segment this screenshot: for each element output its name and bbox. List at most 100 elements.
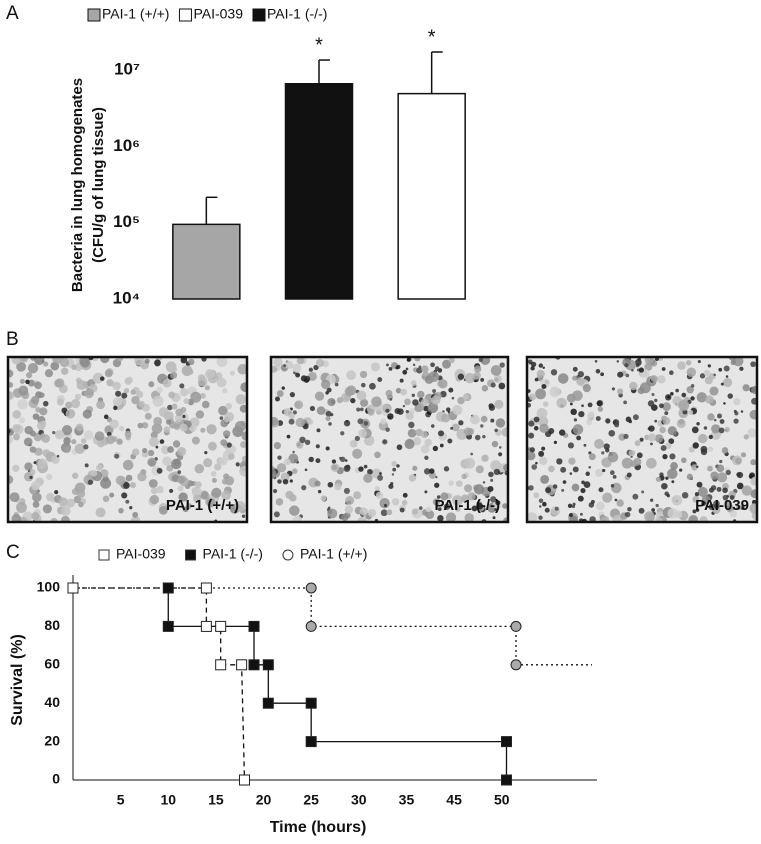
cell bbox=[476, 502, 484, 510]
cell bbox=[214, 519, 218, 521]
cell bbox=[538, 515, 543, 520]
cell bbox=[31, 512, 40, 521]
cell bbox=[536, 407, 548, 419]
cell bbox=[59, 358, 70, 368]
cell bbox=[289, 505, 300, 516]
cell bbox=[102, 495, 110, 503]
cell bbox=[235, 462, 240, 467]
cell bbox=[194, 463, 205, 474]
cell bbox=[717, 413, 722, 419]
legend-label: PAI-1 (+/+) bbox=[102, 6, 169, 22]
cell bbox=[528, 512, 538, 521]
cell bbox=[408, 421, 415, 429]
cell bbox=[162, 456, 172, 466]
cell bbox=[71, 364, 77, 371]
cell bbox=[12, 433, 20, 441]
cell bbox=[343, 487, 350, 494]
cell bbox=[664, 411, 669, 416]
cell bbox=[692, 509, 697, 514]
cell bbox=[388, 483, 394, 489]
cell bbox=[295, 417, 305, 428]
cell bbox=[690, 396, 695, 401]
cell bbox=[130, 516, 141, 521]
cell bbox=[424, 490, 428, 494]
cell bbox=[349, 439, 358, 448]
cell bbox=[677, 361, 686, 370]
cell bbox=[150, 487, 158, 495]
cell bbox=[396, 464, 400, 468]
cell bbox=[103, 414, 109, 420]
cell bbox=[695, 508, 700, 512]
cell bbox=[222, 430, 231, 438]
survival-marker bbox=[215, 659, 227, 671]
cell bbox=[391, 498, 397, 504]
bar bbox=[397, 92, 466, 300]
cell bbox=[562, 480, 567, 484]
cell bbox=[131, 448, 140, 456]
legend-swatch bbox=[282, 549, 294, 561]
cell bbox=[432, 445, 439, 452]
cell bbox=[404, 398, 411, 406]
cell bbox=[382, 439, 388, 445]
cell bbox=[678, 399, 690, 411]
y-tick-label: 40 bbox=[44, 694, 60, 710]
cell bbox=[241, 514, 246, 518]
legend-swatch bbox=[98, 549, 110, 561]
cell bbox=[480, 377, 485, 382]
cell bbox=[625, 373, 630, 378]
cell bbox=[412, 399, 419, 406]
cell bbox=[74, 393, 82, 401]
cell bbox=[344, 459, 348, 462]
cell bbox=[71, 439, 77, 445]
cell bbox=[292, 515, 303, 521]
cell bbox=[292, 410, 297, 415]
cell bbox=[385, 408, 390, 413]
cell bbox=[467, 427, 475, 436]
cell bbox=[457, 396, 465, 405]
cell bbox=[688, 514, 699, 521]
cell bbox=[739, 366, 744, 371]
cell bbox=[421, 365, 429, 373]
cell bbox=[109, 492, 115, 498]
survival-marker bbox=[238, 774, 250, 786]
cell bbox=[402, 492, 408, 498]
cell bbox=[626, 472, 632, 478]
cell bbox=[488, 471, 494, 478]
cell bbox=[648, 425, 655, 432]
cell bbox=[587, 402, 593, 408]
cell bbox=[445, 512, 457, 521]
cell bbox=[116, 438, 123, 445]
cell bbox=[129, 482, 136, 489]
cell bbox=[316, 406, 326, 415]
legend-swatch bbox=[252, 8, 266, 22]
cell bbox=[660, 445, 667, 452]
cell bbox=[363, 421, 369, 426]
cell bbox=[273, 441, 282, 450]
cell bbox=[730, 359, 736, 366]
cell bbox=[581, 480, 585, 485]
cell bbox=[538, 456, 548, 466]
cell bbox=[219, 416, 224, 420]
cell bbox=[455, 506, 461, 512]
cell bbox=[285, 490, 294, 499]
cell bbox=[719, 459, 723, 464]
cell bbox=[391, 473, 395, 476]
cell bbox=[216, 377, 227, 388]
cell bbox=[608, 429, 616, 437]
cell bbox=[320, 495, 327, 502]
cell bbox=[391, 460, 397, 467]
cell bbox=[9, 492, 20, 503]
cell bbox=[317, 489, 322, 494]
cell bbox=[54, 490, 59, 495]
cell bbox=[113, 405, 118, 411]
cell bbox=[416, 367, 423, 374]
cell bbox=[697, 360, 701, 364]
cell bbox=[452, 495, 463, 506]
cell bbox=[662, 454, 668, 460]
cell bbox=[657, 375, 666, 384]
cell bbox=[594, 359, 598, 363]
cell bbox=[46, 473, 53, 481]
cell bbox=[358, 466, 364, 472]
cell bbox=[576, 377, 585, 386]
cell bbox=[176, 475, 186, 484]
